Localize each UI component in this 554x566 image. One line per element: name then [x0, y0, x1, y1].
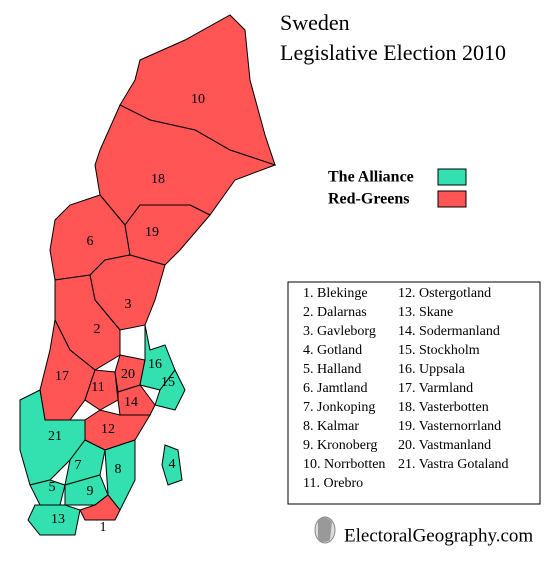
key: 1. Blekinge 2. Dalarnas 3. Gavleborg 4. Got…	[303, 286, 509, 491]
key-item: 1. Blekinge	[303, 286, 368, 301]
key-item: 10. Norrbotten	[303, 457, 385, 472]
region-label: 6	[87, 234, 94, 249]
region-label: 4	[169, 457, 176, 472]
region	[79, 494, 121, 521]
legend-label: The Alliance	[328, 169, 414, 186]
key-item: 11. Orebro	[303, 476, 363, 491]
key-item: 17. Varmland	[398, 381, 473, 396]
region-label: 19	[145, 225, 159, 240]
key-item: 4. Gotland	[303, 343, 362, 358]
key-item: 5. Halland	[303, 362, 361, 377]
region-label: 16	[148, 357, 162, 372]
footer-icon	[314, 516, 336, 544]
region-label: 15	[161, 375, 175, 390]
region-label: 1	[100, 520, 107, 535]
region	[84, 369, 119, 411]
region	[29, 479, 66, 506]
key-item: 19. Vasternorrland	[398, 419, 501, 434]
key-item: 21. Vastra Gotaland	[398, 457, 509, 472]
region	[27, 504, 81, 536]
title-line: Sweden	[280, 10, 350, 35]
region-label: 17	[55, 369, 69, 384]
footer: ElectoralGeography.com	[344, 525, 533, 546]
key-item: 15. Stockholm	[398, 343, 480, 358]
key-item: 14. Sodermanland	[398, 324, 500, 339]
legend: The Alliance Red-Greens	[328, 168, 467, 208]
region-label: 5	[49, 480, 56, 495]
region-label: 14	[124, 395, 138, 410]
key-item: 3. Gavleborg	[303, 324, 376, 339]
key-item: 2. Dalarnas	[303, 305, 367, 320]
legend-label: Red-Greens	[328, 191, 409, 208]
key-item: 16. Uppsala	[398, 362, 466, 377]
region-label: 11	[91, 380, 104, 395]
region-label: 3	[125, 297, 132, 312]
region	[104, 439, 136, 511]
region-label: 2	[94, 322, 101, 337]
key-item: 20. Vastmanland	[398, 438, 491, 453]
region	[154, 369, 186, 411]
key-item: 13. Skane	[398, 305, 453, 320]
key-item: 8. Kalmar	[303, 419, 359, 434]
region-label: 9	[87, 484, 94, 499]
title-line: Legislative Election 2010	[280, 40, 506, 65]
region-label: 13	[51, 512, 65, 527]
key-item: 6. Jamtland	[303, 381, 368, 396]
key-box	[287, 281, 541, 505]
region-label: 21	[48, 429, 62, 444]
region-label: 8	[115, 462, 122, 477]
region-label: 20	[121, 367, 135, 382]
region-label: 12	[101, 422, 115, 437]
region-label: 10	[191, 92, 205, 107]
legend-swatch	[437, 190, 467, 208]
region-label: 18	[151, 172, 165, 187]
region	[161, 444, 183, 486]
legend-swatch	[437, 168, 467, 186]
region	[64, 439, 106, 486]
key-item: 9. Kronoberg	[303, 438, 377, 453]
key-item: 12. Ostergotland	[398, 286, 491, 301]
key-item: 18. Vasterbotten	[398, 400, 489, 415]
key-item: 7. Jonkoping	[303, 400, 375, 415]
region-label: 7	[75, 458, 82, 473]
